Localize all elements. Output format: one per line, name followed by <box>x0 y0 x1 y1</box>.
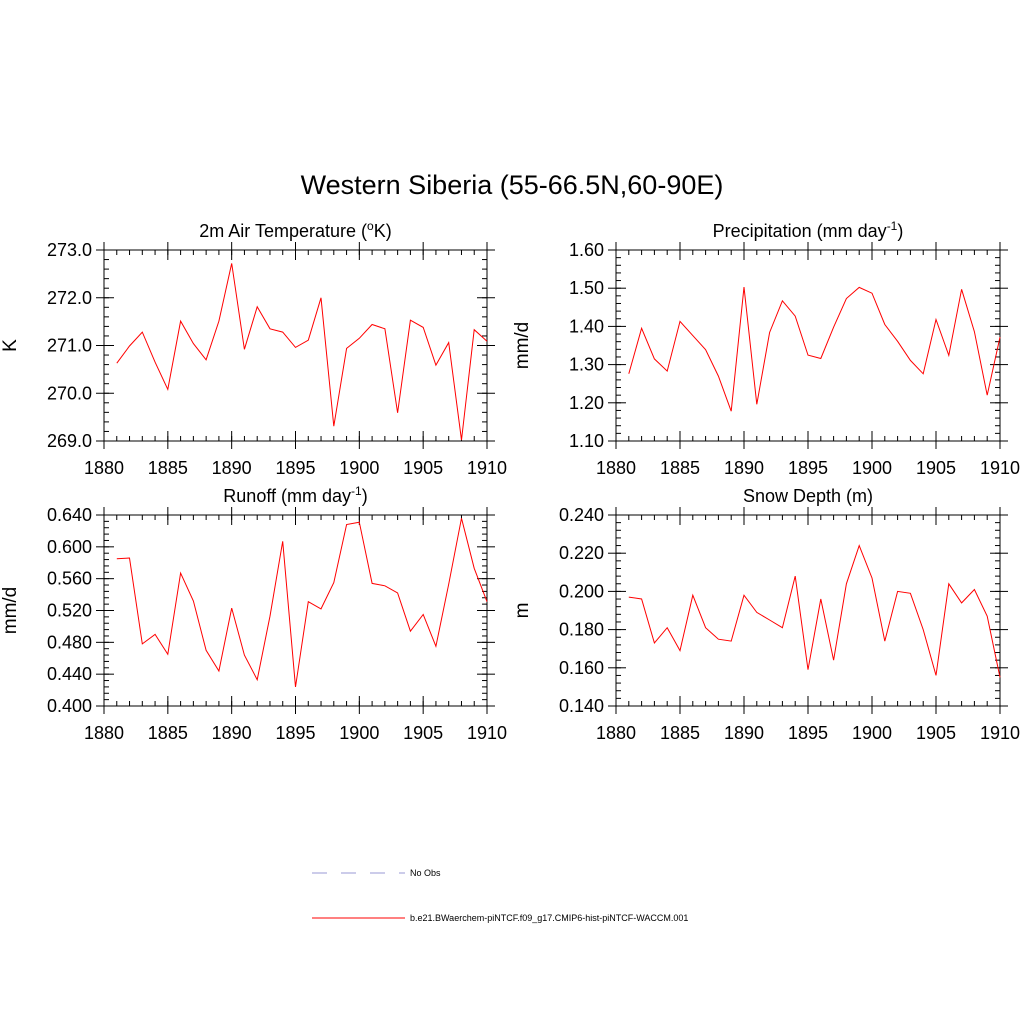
figure-title: Western Siberia (55-66.5N,60-90E) <box>301 170 724 200</box>
y-tick-label: 0.200 <box>559 581 604 601</box>
y-tick-label: 0.640 <box>47 505 92 525</box>
x-tick-label: 1880 <box>84 723 124 743</box>
x-tick-label: 1895 <box>788 458 828 478</box>
x-tick-label: 1895 <box>275 723 315 743</box>
x-tick-label: 1885 <box>660 723 700 743</box>
legend-item-1: No Obs <box>312 868 441 878</box>
panel-title: Snow Depth (m) <box>743 486 873 506</box>
panel-2: Precipitation (mm day-1) mm/d 1.10 1.20 1.30… <box>512 219 1020 478</box>
x-tick-label: 1890 <box>724 458 764 478</box>
y-tick-label: 0.140 <box>559 696 604 716</box>
panel-title: Runoff (mm day-1) <box>223 484 367 506</box>
x-tick-label: 1905 <box>916 458 956 478</box>
x-tick-label: 1910 <box>980 458 1020 478</box>
y-tick-label: 269.0 <box>47 431 92 451</box>
y-tick-label: 273.0 <box>47 240 92 260</box>
x-tick-label: 1890 <box>212 723 252 743</box>
legend-label: b.e21.BWaerchem-piNTCF.f09_g17.CMIP6-his… <box>410 913 688 923</box>
panel-1: 2m Air Temperature (oK) K 269.0 270.0 271.0 2… <box>0 219 507 478</box>
x-tick-label: 1910 <box>467 723 507 743</box>
y-tick-label: 0.180 <box>559 620 604 640</box>
x-tick-label: 1900 <box>852 723 892 743</box>
x-tick-label: 1900 <box>339 723 379 743</box>
y-tick-label: 0.520 <box>47 601 92 621</box>
y-tick-label: 1.40 <box>569 316 604 336</box>
x-tick-label: 1910 <box>467 458 507 478</box>
y-axis-label: mm/d <box>0 587 21 635</box>
y-tick-label: 0.400 <box>47 696 92 716</box>
y-axis-label: m <box>512 603 533 619</box>
legend-item-2: b.e21.BWaerchem-piNTCF.f09_g17.CMIP6-his… <box>312 913 688 923</box>
y-tick-label: 1.10 <box>569 431 604 451</box>
legend: No Obs b.e21.BWaerchem-piNTCF.f09_g17.CMI… <box>312 868 688 923</box>
y-tick-label: 0.560 <box>47 569 92 589</box>
x-tick-label: 1895 <box>788 723 828 743</box>
x-tick-label: 1895 <box>275 458 315 478</box>
y-tick-label: 271.0 <box>47 336 92 356</box>
y-tick-label: 1.20 <box>569 393 604 413</box>
y-tick-label: 272.0 <box>47 288 92 308</box>
x-tick-label: 1880 <box>84 458 124 478</box>
x-tick-label: 1885 <box>660 458 700 478</box>
y-tick-label: 0.480 <box>47 632 92 652</box>
x-tick-label: 1880 <box>596 458 636 478</box>
x-tick-label: 1905 <box>916 723 956 743</box>
series-line-mm-d-3 <box>116 518 488 687</box>
x-tick-label: 1885 <box>148 723 188 743</box>
x-tick-label: 1890 <box>724 723 764 743</box>
y-tick-label: 0.220 <box>559 543 604 563</box>
series-line-m-4 <box>628 544 1001 678</box>
y-axis-label: mm/d <box>512 322 533 370</box>
y-tick-label: 0.440 <box>47 664 92 684</box>
y-tick-label: 0.600 <box>47 537 92 557</box>
legend-label: No Obs <box>410 868 441 878</box>
x-tick-label: 1905 <box>403 458 443 478</box>
plot-frame <box>615 514 1001 707</box>
x-tick-label: 1880 <box>596 723 636 743</box>
x-tick-label: 1910 <box>980 723 1020 743</box>
x-tick-label: 1900 <box>852 458 892 478</box>
panel-3: Runoff (mm day-1) mm/d 0.400 0.440 0.480 0.52… <box>0 484 507 743</box>
plot-frame <box>103 514 488 707</box>
y-tick-label: 1.30 <box>569 355 604 375</box>
panels: 2m Air Temperature (oK) K 269.0 270.0 271.0 2… <box>0 219 1020 743</box>
x-tick-label: 1900 <box>339 458 379 478</box>
y-tick-label: 1.60 <box>569 240 604 260</box>
y-tick-label: 1.50 <box>569 278 604 298</box>
x-tick-label: 1890 <box>212 458 252 478</box>
y-tick-label: 0.160 <box>559 658 604 678</box>
y-axis-label: K <box>0 339 21 352</box>
y-tick-label: 0.240 <box>559 505 604 525</box>
panel-4: Snow Depth (m) m 0.140 0.160 0.180 0.200 0.220… <box>512 486 1020 743</box>
x-tick-label: 1905 <box>403 723 443 743</box>
series-line-k-1 <box>116 263 488 441</box>
panel-title: Precipitation (mm day-1) <box>713 219 904 241</box>
series-line-mm-d-2 <box>628 286 1001 412</box>
x-tick-label: 1885 <box>148 458 188 478</box>
panel-title: 2m Air Temperature (oK) <box>199 219 391 241</box>
y-tick-label: 270.0 <box>47 383 92 403</box>
